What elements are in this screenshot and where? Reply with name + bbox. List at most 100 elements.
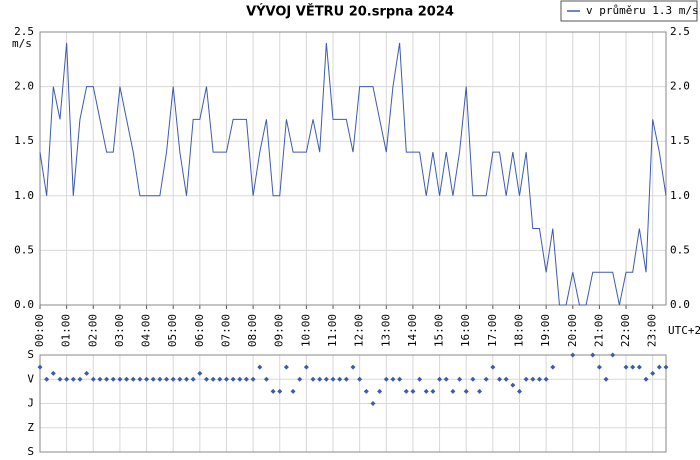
wind-direction-point [250, 376, 256, 382]
wind-direction-point [50, 370, 56, 376]
wind-direction-point [37, 364, 43, 370]
wind-direction-point [144, 376, 150, 382]
wind-direction-point [243, 376, 249, 382]
x-tick-label: 09:00 [273, 314, 286, 347]
wind-direction-point [437, 376, 443, 382]
wind-direction-point [530, 376, 536, 382]
wind-direction-point [457, 376, 463, 382]
wind-direction-point [410, 388, 416, 394]
wind-direction-point [217, 376, 223, 382]
wind-direction-point [397, 376, 403, 382]
x-tick-label: 06:00 [193, 314, 206, 347]
y-tick-label-right: 2.5 [670, 25, 690, 38]
wind-direction-point [137, 376, 143, 382]
y-axis-label: m/s [12, 37, 32, 50]
wind-direction-point [97, 376, 103, 382]
wind-direction-point [450, 388, 456, 394]
wind-direction-point [423, 388, 429, 394]
y-tick-label: 2.5 [14, 25, 34, 38]
wind-direction-point [497, 376, 503, 382]
legend-label: v průměru 1.3 m/s [586, 4, 699, 17]
wind-direction-point [516, 388, 522, 394]
wind-direction-point [203, 376, 209, 382]
wind-direction-point [430, 388, 436, 394]
wind-direction-point [343, 376, 349, 382]
wind-direction-point [150, 376, 156, 382]
x-tick-label: 17:00 [486, 314, 499, 347]
y-tick-label: 0.5 [14, 243, 34, 256]
wind-direction-point [483, 376, 489, 382]
wind-direction-point [164, 376, 170, 382]
x-tick-label: 18:00 [512, 314, 525, 347]
y-tick-label: 0.0 [14, 298, 34, 311]
wind-direction-point [303, 364, 309, 370]
x-tick-label: 12:00 [353, 314, 366, 347]
wind-direction-point [630, 364, 636, 370]
wind-direction-point [270, 388, 276, 394]
y-tick-label: Z [27, 421, 34, 434]
wind-direction-point [463, 388, 469, 394]
wind-direction-point [237, 376, 243, 382]
wind-direction-point [610, 352, 616, 358]
wind-direction-point [283, 364, 289, 370]
wind-direction-point [650, 370, 656, 376]
wind-direction-point [477, 388, 483, 394]
wind-direction-point [403, 388, 409, 394]
y-tick-label-right: 0.0 [670, 298, 690, 311]
wind-direction-point [543, 376, 549, 382]
y-tick-label-right: 1.5 [670, 134, 690, 147]
y-tick-label: S [27, 348, 34, 361]
x-axis-label: UTC+2 [668, 324, 700, 337]
wind-direction-point [330, 376, 336, 382]
x-tick-label: 02:00 [86, 314, 99, 347]
wind-direction-point [470, 376, 476, 382]
wind-direction-point [536, 376, 542, 382]
wind-direction-point [110, 376, 116, 382]
x-tick-label: 13:00 [379, 314, 392, 347]
wind-direction-point [157, 376, 163, 382]
y-tick-label: 1.5 [14, 134, 34, 147]
wind-direction-point [57, 376, 63, 382]
wind-direction-point [590, 352, 596, 358]
wind-direction-point [104, 376, 110, 382]
wind-direction-point [383, 376, 389, 382]
wind-direction-point [177, 376, 183, 382]
x-tick-label: 01:00 [60, 314, 73, 347]
wind-direction-point [377, 388, 383, 394]
y-tick-label: V [27, 372, 34, 385]
wind-direction-point [70, 376, 76, 382]
x-tick-label: 07:00 [219, 314, 232, 347]
y-tick-label: 1.0 [14, 189, 34, 202]
wind-direction-point [357, 376, 363, 382]
wind-direction-point [223, 376, 229, 382]
wind-direction-point [190, 376, 196, 382]
y-tick-label: S [27, 445, 34, 458]
wind-direction-point [197, 370, 203, 376]
wind-direction-point [77, 376, 83, 382]
wind-direction-point [230, 376, 236, 382]
x-tick-label: 04:00 [140, 314, 153, 347]
wind-direction-point [257, 364, 263, 370]
wind-direction-point [350, 364, 356, 370]
x-tick-label: 03:00 [113, 314, 126, 347]
plot-frame [39, 354, 667, 453]
wind-direction-point [84, 370, 90, 376]
y-tick-label-right: 1.0 [670, 189, 690, 202]
x-tick-label: 15:00 [433, 314, 446, 347]
x-tick-label: 22:00 [619, 314, 632, 347]
x-tick-label: 20:00 [566, 314, 579, 347]
x-tick-label: 11:00 [326, 314, 339, 347]
wind-direction-point [370, 401, 376, 406]
wind-direction-point [64, 376, 70, 382]
wind-direction-point [210, 376, 216, 382]
x-tick-label: 21:00 [592, 314, 605, 347]
wind-direction-point [184, 376, 190, 382]
wind-direction-point [337, 376, 343, 382]
wind-direction-point [130, 376, 136, 382]
wind-direction-point [263, 376, 269, 382]
legend-box [560, 0, 698, 22]
plot-frame [39, 31, 667, 306]
wind-direction-point [44, 376, 50, 382]
x-tick-label: 05:00 [166, 314, 179, 347]
